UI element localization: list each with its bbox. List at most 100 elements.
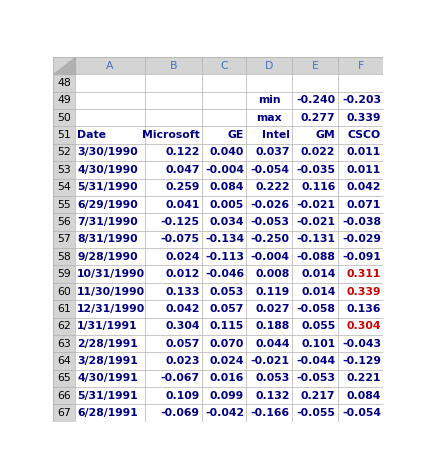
Text: 8/31/1990: 8/31/1990	[77, 234, 138, 245]
Text: -0.075: -0.075	[161, 234, 200, 245]
Text: -0.026: -0.026	[250, 200, 290, 210]
Text: GM: GM	[316, 130, 335, 140]
Text: 0.042: 0.042	[347, 182, 381, 192]
Bar	[53, 335, 75, 352]
Text: 0.109: 0.109	[165, 391, 200, 401]
Text: 0.041: 0.041	[165, 200, 200, 210]
Text: 2/28/1991: 2/28/1991	[77, 338, 138, 349]
Text: 51: 51	[57, 130, 71, 140]
Text: E: E	[311, 61, 318, 71]
Text: 0.022: 0.022	[301, 147, 335, 157]
Text: 0.034: 0.034	[210, 217, 244, 227]
Bar	[53, 144, 75, 161]
Bar	[53, 109, 75, 127]
Text: 0.101: 0.101	[301, 338, 335, 349]
Text: F: F	[357, 61, 364, 71]
Text: 12/31/1990: 12/31/1990	[77, 304, 145, 314]
Text: 0.057: 0.057	[210, 304, 244, 314]
Text: 5/31/1991: 5/31/1991	[77, 391, 138, 401]
Bar	[53, 404, 75, 422]
Text: -0.240: -0.240	[296, 95, 335, 105]
Text: 0.044: 0.044	[255, 338, 290, 349]
Text: -0.250: -0.250	[251, 234, 290, 245]
Text: 52: 52	[57, 147, 71, 157]
Text: 0.008: 0.008	[256, 269, 290, 279]
Text: 0.304: 0.304	[165, 321, 200, 331]
Text: -0.131: -0.131	[296, 234, 335, 245]
Text: -0.054: -0.054	[251, 165, 290, 175]
Text: -0.038: -0.038	[342, 217, 381, 227]
Text: max: max	[256, 113, 282, 123]
Text: 49: 49	[57, 95, 71, 105]
Bar	[53, 300, 75, 318]
Text: 0.217: 0.217	[301, 391, 335, 401]
Text: 0.016: 0.016	[210, 374, 244, 383]
Text: Date: Date	[77, 130, 106, 140]
Bar	[53, 179, 75, 196]
Text: 0.040: 0.040	[210, 147, 244, 157]
Text: 0.277: 0.277	[301, 113, 335, 123]
Text: 0.311: 0.311	[347, 269, 381, 279]
Text: C: C	[220, 61, 228, 71]
Bar	[53, 370, 75, 387]
Text: -0.029: -0.029	[342, 234, 381, 245]
Text: 0.023: 0.023	[165, 356, 200, 366]
Text: 58: 58	[57, 252, 71, 262]
Text: 7/31/1990: 7/31/1990	[77, 217, 138, 227]
Text: 0.053: 0.053	[210, 286, 244, 297]
Text: 0.304: 0.304	[347, 321, 381, 331]
Text: 57: 57	[57, 234, 71, 245]
Text: 0.014: 0.014	[301, 269, 335, 279]
Text: 0.014: 0.014	[301, 286, 335, 297]
Text: 10/31/1990: 10/31/1990	[77, 269, 145, 279]
Text: 61: 61	[57, 304, 71, 314]
Text: -0.043: -0.043	[342, 338, 381, 349]
Text: 0.037: 0.037	[255, 147, 290, 157]
Bar	[53, 265, 75, 283]
Text: 0.115: 0.115	[210, 321, 244, 331]
Text: 0.339: 0.339	[347, 113, 381, 123]
Text: 0.259: 0.259	[165, 182, 200, 192]
Text: -0.046: -0.046	[205, 269, 244, 279]
Text: 0.053: 0.053	[255, 374, 290, 383]
Text: 62: 62	[57, 321, 71, 331]
Text: 0.071: 0.071	[347, 200, 381, 210]
Bar	[75, 57, 144, 74]
Bar	[53, 127, 75, 144]
Text: 4/30/1990: 4/30/1990	[77, 165, 138, 175]
Text: 0.339: 0.339	[347, 286, 381, 297]
Bar	[338, 57, 383, 74]
Text: 6/28/1991: 6/28/1991	[77, 408, 138, 418]
Text: -0.088: -0.088	[296, 252, 335, 262]
Text: -0.134: -0.134	[205, 234, 244, 245]
Bar	[53, 57, 75, 74]
Text: B: B	[170, 61, 177, 71]
Text: -0.125: -0.125	[161, 217, 200, 227]
Text: 0.027: 0.027	[255, 304, 290, 314]
Text: 0.084: 0.084	[210, 182, 244, 192]
Text: Microsoft: Microsoft	[142, 130, 200, 140]
Text: 48: 48	[57, 78, 71, 88]
Text: 0.132: 0.132	[255, 391, 290, 401]
Text: 0.011: 0.011	[347, 147, 381, 157]
Text: 0.070: 0.070	[210, 338, 244, 349]
Text: 50: 50	[57, 113, 71, 123]
Text: 0.057: 0.057	[165, 338, 200, 349]
Bar	[53, 318, 75, 335]
Text: -0.053: -0.053	[296, 374, 335, 383]
Text: 0.099: 0.099	[210, 391, 244, 401]
Text: 56: 56	[57, 217, 71, 227]
Bar	[202, 57, 246, 74]
Text: 0.024: 0.024	[210, 356, 244, 366]
Text: 3/28/1991: 3/28/1991	[77, 356, 138, 366]
Text: 63: 63	[57, 338, 71, 349]
Text: 67: 67	[57, 408, 71, 418]
Text: Intel: Intel	[262, 130, 290, 140]
Text: 59: 59	[57, 269, 71, 279]
Bar	[292, 57, 338, 74]
Text: -0.044: -0.044	[296, 356, 335, 366]
Text: 65: 65	[57, 374, 71, 383]
Text: min: min	[258, 95, 281, 105]
Text: -0.042: -0.042	[205, 408, 244, 418]
Text: -0.054: -0.054	[342, 408, 381, 418]
